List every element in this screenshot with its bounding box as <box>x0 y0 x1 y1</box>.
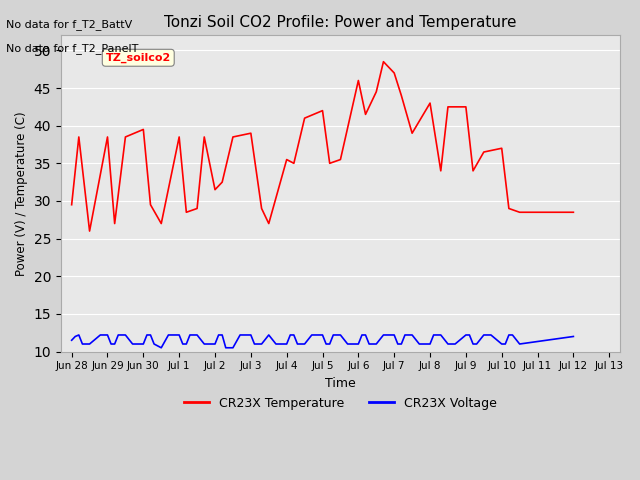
Text: TZ_soilco2: TZ_soilco2 <box>106 53 171 63</box>
X-axis label: Time: Time <box>325 377 356 390</box>
Text: No data for f_T2_BattV: No data for f_T2_BattV <box>6 19 132 30</box>
Legend: CR23X Temperature, CR23X Voltage: CR23X Temperature, CR23X Voltage <box>179 392 502 415</box>
Text: No data for f_T2_PanelT: No data for f_T2_PanelT <box>6 43 139 54</box>
Y-axis label: Power (V) / Temperature (C): Power (V) / Temperature (C) <box>15 111 28 276</box>
Title: Tonzi Soil CO2 Profile: Power and Temperature: Tonzi Soil CO2 Profile: Power and Temper… <box>164 15 516 30</box>
